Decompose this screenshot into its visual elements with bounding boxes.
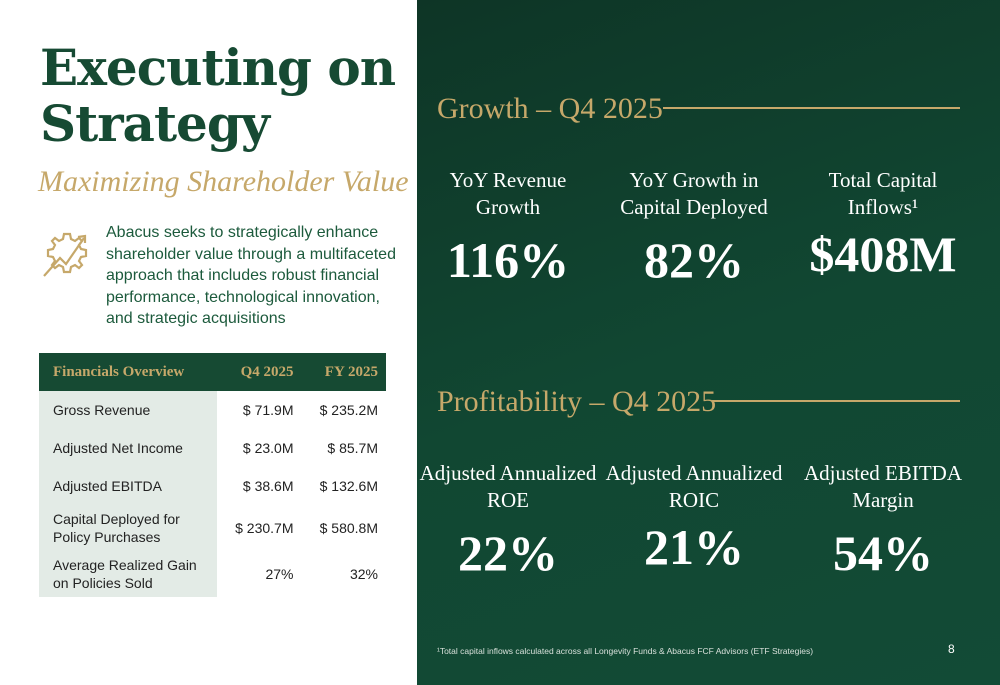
cell-q4: $ 23.0M <box>242 440 294 456</box>
page-title: Executing on Strategy <box>40 38 396 153</box>
subtitle: Maximizing Shareholder Value <box>38 165 409 198</box>
metric-yoy-capital-deployed: YoY Growth in Capital Deployed 82% <box>604 167 784 289</box>
metric-value: 82% <box>644 232 744 288</box>
metric-label: Total Capital Inflows¹ <box>828 168 938 219</box>
table-row: Average Realized Gain on Policies Sold 27… <box>39 551 386 597</box>
metric-total-capital-inflows: Total Capital Inflows¹ $408M <box>793 167 973 283</box>
table-row: Capital Deployed for Policy Purchases $ 2… <box>39 505 386 551</box>
metric-roic: Adjusted Annualized ROIC 21% <box>604 460 784 576</box>
cell-q4: $ 38.6M <box>242 478 294 494</box>
title-line-2: Strategy <box>40 94 270 153</box>
left-panel: Executing on Strategy Maximizing Sharehol… <box>0 0 417 685</box>
page-number: 8 <box>948 642 955 656</box>
cell-q4: 27% <box>265 566 294 582</box>
right-panel <box>417 0 1000 685</box>
cell-fy: $ 235.2M <box>319 402 378 418</box>
metric-yoy-revenue-growth: YoY Revenue Growth 116% <box>418 167 598 289</box>
divider <box>712 400 960 402</box>
metric-value: 22% <box>458 525 558 581</box>
cell-fy: $ 85.7M <box>327 440 378 456</box>
metric-value: $408M <box>809 226 957 282</box>
divider <box>663 107 960 109</box>
cell-q4: $ 71.9M <box>242 402 294 418</box>
table-row: Adjusted Net Income $ 23.0M $ 85.7M <box>39 429 386 467</box>
metric-value: 54% <box>833 525 933 581</box>
table-row: Adjusted EBITDA $ 38.6M $ 132.6M <box>39 467 386 505</box>
row-label: Adjusted Net Income <box>39 429 217 467</box>
row-label: Gross Revenue <box>39 391 217 429</box>
metric-value: 116% <box>446 232 570 288</box>
cell-q4: $ 230.7M <box>235 520 294 536</box>
column-header: Financials Overview <box>39 353 217 391</box>
metric-roe: Adjusted Annualized ROE 22% <box>418 460 598 582</box>
footnote: ¹Total capital inflows calculated across… <box>437 646 814 656</box>
title-line-1: Executing on <box>40 38 396 97</box>
cell-fy: $ 580.8M <box>319 520 378 536</box>
metric-label: Adjusted EBITDA Margin <box>803 461 963 512</box>
growth-heading: Growth – Q4 2025 <box>437 92 663 125</box>
description: Abacus seeks to strategically enhance sh… <box>106 224 396 327</box>
row-label: Capital Deployed for Policy Purchases <box>39 505 217 551</box>
table-header-row: Financials Overview Q4 2025 FY 2025 <box>39 353 386 391</box>
metric-label: Adjusted Annualized ROIC <box>605 461 783 512</box>
row-label: Average Realized Gain on Policies Sold <box>39 551 217 597</box>
metric-ebitda-margin: Adjusted EBITDA Margin 54% <box>793 460 973 582</box>
table-row: Gross Revenue $ 71.9M $ 235.2M <box>39 391 386 429</box>
metric-label: YoY Growth in Capital Deployed <box>620 168 768 219</box>
cell-fy: 32% <box>349 566 378 582</box>
profitability-heading: Profitability – Q4 2025 <box>437 385 717 418</box>
column-header: FY 2025 <box>301 353 386 391</box>
metric-label: Adjusted Annualized ROE <box>419 461 597 512</box>
financials-table: Financials Overview Q4 2025 FY 2025 Gros… <box>39 353 386 597</box>
column-header: Q4 2025 <box>217 353 302 391</box>
cell-fy: $ 132.6M <box>319 478 378 494</box>
metric-value: 21% <box>644 519 744 575</box>
row-label: Adjusted EBITDA <box>39 467 217 505</box>
gear-growth-arrow-icon <box>43 232 88 277</box>
metric-label: YoY Revenue Growth <box>449 168 567 219</box>
